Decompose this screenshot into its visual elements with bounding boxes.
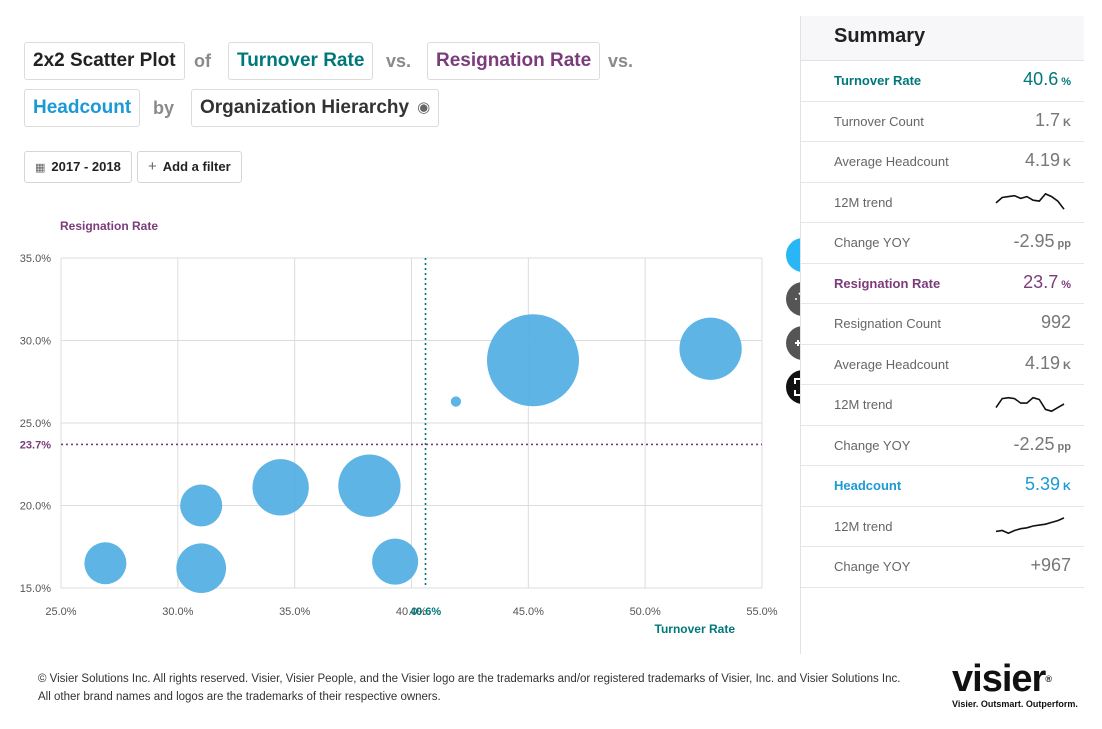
summary-row-headcount-yoy: Change YOY +967 — [801, 547, 1084, 588]
chart-type-selector[interactable]: 2x2 Scatter Plot — [24, 42, 185, 80]
x-tick-label: 40.0% — [396, 606, 427, 618]
headcount-sparkline — [995, 516, 1065, 534]
y-axis-label: Resignation Rate — [60, 219, 158, 233]
resignation-yoy-value: -2.25 pp — [1013, 433, 1071, 454]
turnover-count-value: 1.7 K — [1035, 109, 1071, 130]
headcount-yoy-value: +967 — [1030, 555, 1071, 575]
y-reference-label: 23.7% — [20, 439, 51, 451]
resignation-sparkline — [995, 396, 1065, 413]
turnover-yoy-value: -2.95 pp — [1013, 231, 1071, 251]
headcount-yoy-label: Change YOY — [834, 559, 911, 574]
period-filter-button[interactable]: ▦ 2017 - 2018 — [24, 151, 132, 183]
resignation-avg-headcount-label: Average Headcount — [834, 356, 949, 372]
scatter-bubble — [487, 314, 580, 407]
group-by-selector[interactable]: Organization Hierarchy ◉ — [191, 89, 440, 127]
summary-row-turnover-trend: 12M trend — [801, 183, 1084, 223]
measure-x-selector[interactable]: Turnover Rate — [228, 42, 374, 80]
turnover-rate-value: 40.6% — [1023, 69, 1071, 89]
add-filter-label: Add a filter — [162, 159, 231, 174]
scatter-bubble — [252, 459, 309, 516]
y-tick-label: 25.0% — [20, 418, 51, 430]
calendar-icon: ▦ — [35, 162, 46, 174]
summary-row-turnover-rate[interactable]: Turnover Rate 40.6% — [801, 61, 1084, 102]
resignation-count-label: Resignation Count — [834, 316, 941, 331]
scatter-bubble — [84, 542, 127, 585]
add-filter-button[interactable]: + Add a filter — [137, 151, 242, 183]
sparkline-path — [995, 396, 1065, 413]
logo-wordmark: visier — [952, 658, 1046, 700]
measure-y-selector[interactable]: Resignation Rate — [427, 42, 601, 80]
y-tick-label: 20.0% — [20, 501, 51, 513]
x-tick-label: 50.0% — [630, 606, 661, 618]
period-label: 2017 - 2018 — [51, 159, 121, 174]
scatter-chart: Resignation Rate Turnover Rate 25.0% 30.0… — [20, 219, 778, 636]
copyright-notice: © Visier Solutions Inc. All rights reser… — [38, 670, 900, 706]
logo-tagline: Visier. Outsmart. Outperform. — [952, 699, 1078, 709]
summary-row-headcount[interactable]: Headcount 5.39 K — [801, 466, 1084, 507]
eye-icon[interactable]: ◉ — [417, 99, 431, 116]
visier-logo: visier® Visier. Outsmart. Outperform. — [952, 660, 1080, 709]
turnover-trend-label: 12M trend — [834, 194, 893, 210]
x-tick-label: 25.0% — [45, 606, 76, 618]
summary-row-resignation-trend: 12M trend — [801, 385, 1084, 426]
turnover-rate-label: Turnover Rate — [834, 73, 922, 88]
by-connector: by — [153, 98, 175, 118]
plus-icon: + — [148, 158, 157, 175]
x-tick-label: 55.0% — [746, 606, 777, 618]
summary-row-resignation-avg-headcount: Average Headcount 4.19 K — [801, 345, 1084, 385]
resignation-avg-headcount-value: 4.19 K — [1025, 352, 1071, 373]
summary-panel: Summary Turnover Rate 40.6% Turnover Cou… — [800, 16, 1084, 654]
logo-registered-mark: ® — [1045, 674, 1052, 684]
y-tick-label: 35.0% — [20, 253, 51, 265]
x-axis-label: Turnover Rate — [655, 622, 736, 636]
turnover-sparkline — [995, 192, 1065, 210]
vs-connector-1: vs. — [386, 51, 412, 71]
summary-row-turnover-avg-headcount: Average Headcount 4.19 K — [801, 142, 1084, 183]
y-tick-label: 30.0% — [20, 336, 51, 348]
summary-row-resignation-yoy: Change YOY -2.25 pp — [801, 426, 1084, 466]
sparkline-path — [995, 516, 1065, 534]
resignation-count-value: 992 — [1040, 312, 1071, 332]
of-connector: of — [194, 51, 211, 71]
x-tick-label: 35.0% — [279, 606, 310, 618]
summary-row-resignation-count: Resignation Count 992 — [801, 304, 1084, 345]
headcount-trend-label: 12M trend — [834, 518, 893, 534]
x-tick-label: 30.0% — [162, 606, 193, 618]
turnover-avg-headcount-label: Average Headcount — [834, 154, 949, 169]
headcount-label: Headcount — [834, 478, 902, 493]
headcount-value: 5.39 K — [1025, 474, 1071, 494]
scatter-bubble — [180, 484, 223, 527]
turnover-count-label: Turnover Count — [834, 113, 924, 129]
copyright-line-2: All other brand names and logos are the … — [38, 691, 441, 703]
copyright-line-1: © Visier Solutions Inc. All rights reser… — [38, 673, 901, 685]
scatter-bubble — [176, 543, 227, 594]
summary-row-resignation-rate[interactable]: Resignation Rate 23.7% — [801, 264, 1084, 304]
group-by-label: Organization Hierarchy — [200, 97, 410, 119]
sparkline-path — [995, 192, 1065, 210]
measure-size-selector[interactable]: Headcount — [24, 89, 141, 127]
summary-title: Summary — [801, 16, 1084, 61]
summary-row-turnover-count: Turnover Count 1.7 K — [801, 102, 1084, 142]
turnover-avg-headcount-value: 4.19 K — [1025, 150, 1071, 170]
turnover-yoy-label: Change YOY — [834, 235, 911, 250]
summary-row-turnover-yoy: Change YOY -2.95 pp — [801, 223, 1084, 264]
scatter-bubble — [679, 317, 742, 380]
scatter-bubble — [450, 396, 462, 407]
scatter-bubble — [372, 538, 419, 585]
vs-connector-2: vs. — [608, 51, 634, 71]
x-tick-label: 45.0% — [513, 606, 544, 618]
resignation-trend-label: 12M trend — [834, 397, 893, 412]
summary-row-headcount-trend: 12M trend — [801, 507, 1084, 547]
resignation-rate-label: Resignation Rate — [834, 275, 941, 291]
scatter-bubble — [338, 454, 401, 517]
y-tick-label: 15.0% — [20, 583, 51, 595]
resignation-yoy-label: Change YOY — [834, 437, 911, 453]
resignation-rate-value: 23.7% — [1023, 271, 1071, 292]
x-reference-label: 40.6% — [410, 606, 441, 618]
